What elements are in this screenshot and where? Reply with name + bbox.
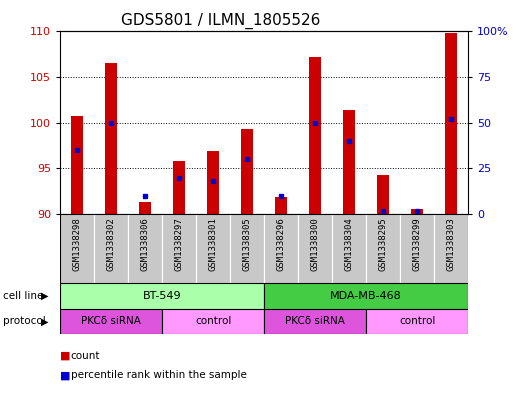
Text: ▶: ▶ bbox=[41, 316, 48, 326]
Text: GSM1338306: GSM1338306 bbox=[141, 218, 150, 272]
Text: GSM1338301: GSM1338301 bbox=[209, 218, 218, 272]
Bar bbox=[264, 214, 298, 283]
Bar bbox=[400, 214, 434, 283]
Text: GDS5801 / ILMN_1805526: GDS5801 / ILMN_1805526 bbox=[121, 13, 321, 29]
Bar bbox=[162, 309, 264, 334]
Bar bbox=[264, 283, 468, 309]
Text: control: control bbox=[399, 316, 435, 326]
Text: GSM1338305: GSM1338305 bbox=[243, 218, 252, 272]
Text: ■: ■ bbox=[60, 351, 71, 361]
Bar bbox=[207, 151, 219, 214]
Bar bbox=[162, 214, 196, 283]
Text: ▶: ▶ bbox=[41, 291, 48, 301]
Text: GSM1338298: GSM1338298 bbox=[73, 218, 82, 272]
Text: percentile rank within the sample: percentile rank within the sample bbox=[71, 370, 246, 380]
Text: GSM1338297: GSM1338297 bbox=[175, 218, 184, 272]
Bar bbox=[343, 110, 355, 214]
Text: count: count bbox=[71, 351, 100, 361]
Bar bbox=[275, 197, 287, 214]
Text: ■: ■ bbox=[60, 370, 71, 380]
Bar bbox=[411, 209, 423, 214]
Bar bbox=[196, 214, 230, 283]
Bar bbox=[309, 57, 321, 214]
Bar bbox=[377, 175, 389, 214]
Bar bbox=[105, 63, 117, 214]
Text: GSM1338303: GSM1338303 bbox=[447, 218, 456, 272]
Text: control: control bbox=[195, 316, 231, 326]
Bar bbox=[230, 214, 264, 283]
Bar bbox=[434, 214, 468, 283]
Bar bbox=[298, 214, 332, 283]
Text: MDA-MB-468: MDA-MB-468 bbox=[330, 291, 402, 301]
Bar bbox=[366, 214, 400, 283]
Text: BT-549: BT-549 bbox=[143, 291, 181, 301]
Bar bbox=[71, 116, 83, 214]
Bar bbox=[173, 161, 185, 214]
Bar bbox=[60, 214, 94, 283]
Text: protocol: protocol bbox=[3, 316, 46, 326]
Text: GSM1338300: GSM1338300 bbox=[311, 218, 320, 272]
Text: GSM1338304: GSM1338304 bbox=[345, 218, 354, 272]
Text: GSM1338295: GSM1338295 bbox=[379, 218, 388, 272]
Bar bbox=[94, 214, 128, 283]
Bar bbox=[60, 309, 162, 334]
Bar bbox=[60, 283, 264, 309]
Text: cell line: cell line bbox=[3, 291, 43, 301]
Bar bbox=[241, 129, 253, 214]
Bar bbox=[332, 214, 366, 283]
Bar bbox=[128, 214, 162, 283]
Bar bbox=[139, 202, 151, 214]
Text: GSM1338299: GSM1338299 bbox=[413, 218, 422, 272]
Bar bbox=[445, 33, 457, 214]
Bar bbox=[264, 309, 366, 334]
Text: GSM1338302: GSM1338302 bbox=[107, 218, 116, 272]
Text: PKCδ siRNA: PKCδ siRNA bbox=[81, 316, 141, 326]
Text: PKCδ siRNA: PKCδ siRNA bbox=[285, 316, 345, 326]
Text: GSM1338296: GSM1338296 bbox=[277, 218, 286, 272]
Bar bbox=[366, 309, 468, 334]
